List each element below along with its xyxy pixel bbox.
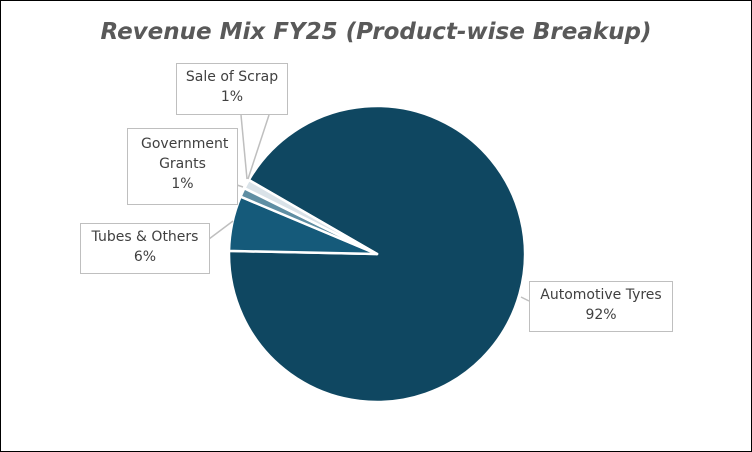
label-value: 1%: [171, 176, 194, 192]
data-label-government-grants: Government Grants 1%: [127, 128, 238, 205]
label-value: 92%: [585, 307, 617, 323]
leader-line-grants: [236, 184, 244, 188]
data-label-sale-of-scrap: Sale of Scrap 1%: [176, 63, 288, 115]
pie-slice-sale-of-scrap: [243, 178, 379, 256]
label-category: Tubes & Others: [91, 229, 199, 245]
label-category: Automotive Tyres: [540, 287, 662, 303]
label-category: Government Grants: [141, 136, 229, 172]
leader-line-tyres: [520, 296, 530, 302]
data-label-automotive-tyres: Automotive Tyres 92%: [529, 281, 673, 332]
label-value: 6%: [133, 249, 157, 265]
chart-title: Revenue Mix FY25 (Product-wise Breakup): [100, 19, 652, 45]
leader-line-scrap: [240, 114, 248, 180]
label-value: 1%: [220, 89, 244, 105]
data-label-tubes-others: Tubes & Others 6%: [80, 223, 210, 274]
label-category: Sale of Scrap: [185, 69, 279, 85]
leader-line-scrap-2: [247, 114, 270, 180]
